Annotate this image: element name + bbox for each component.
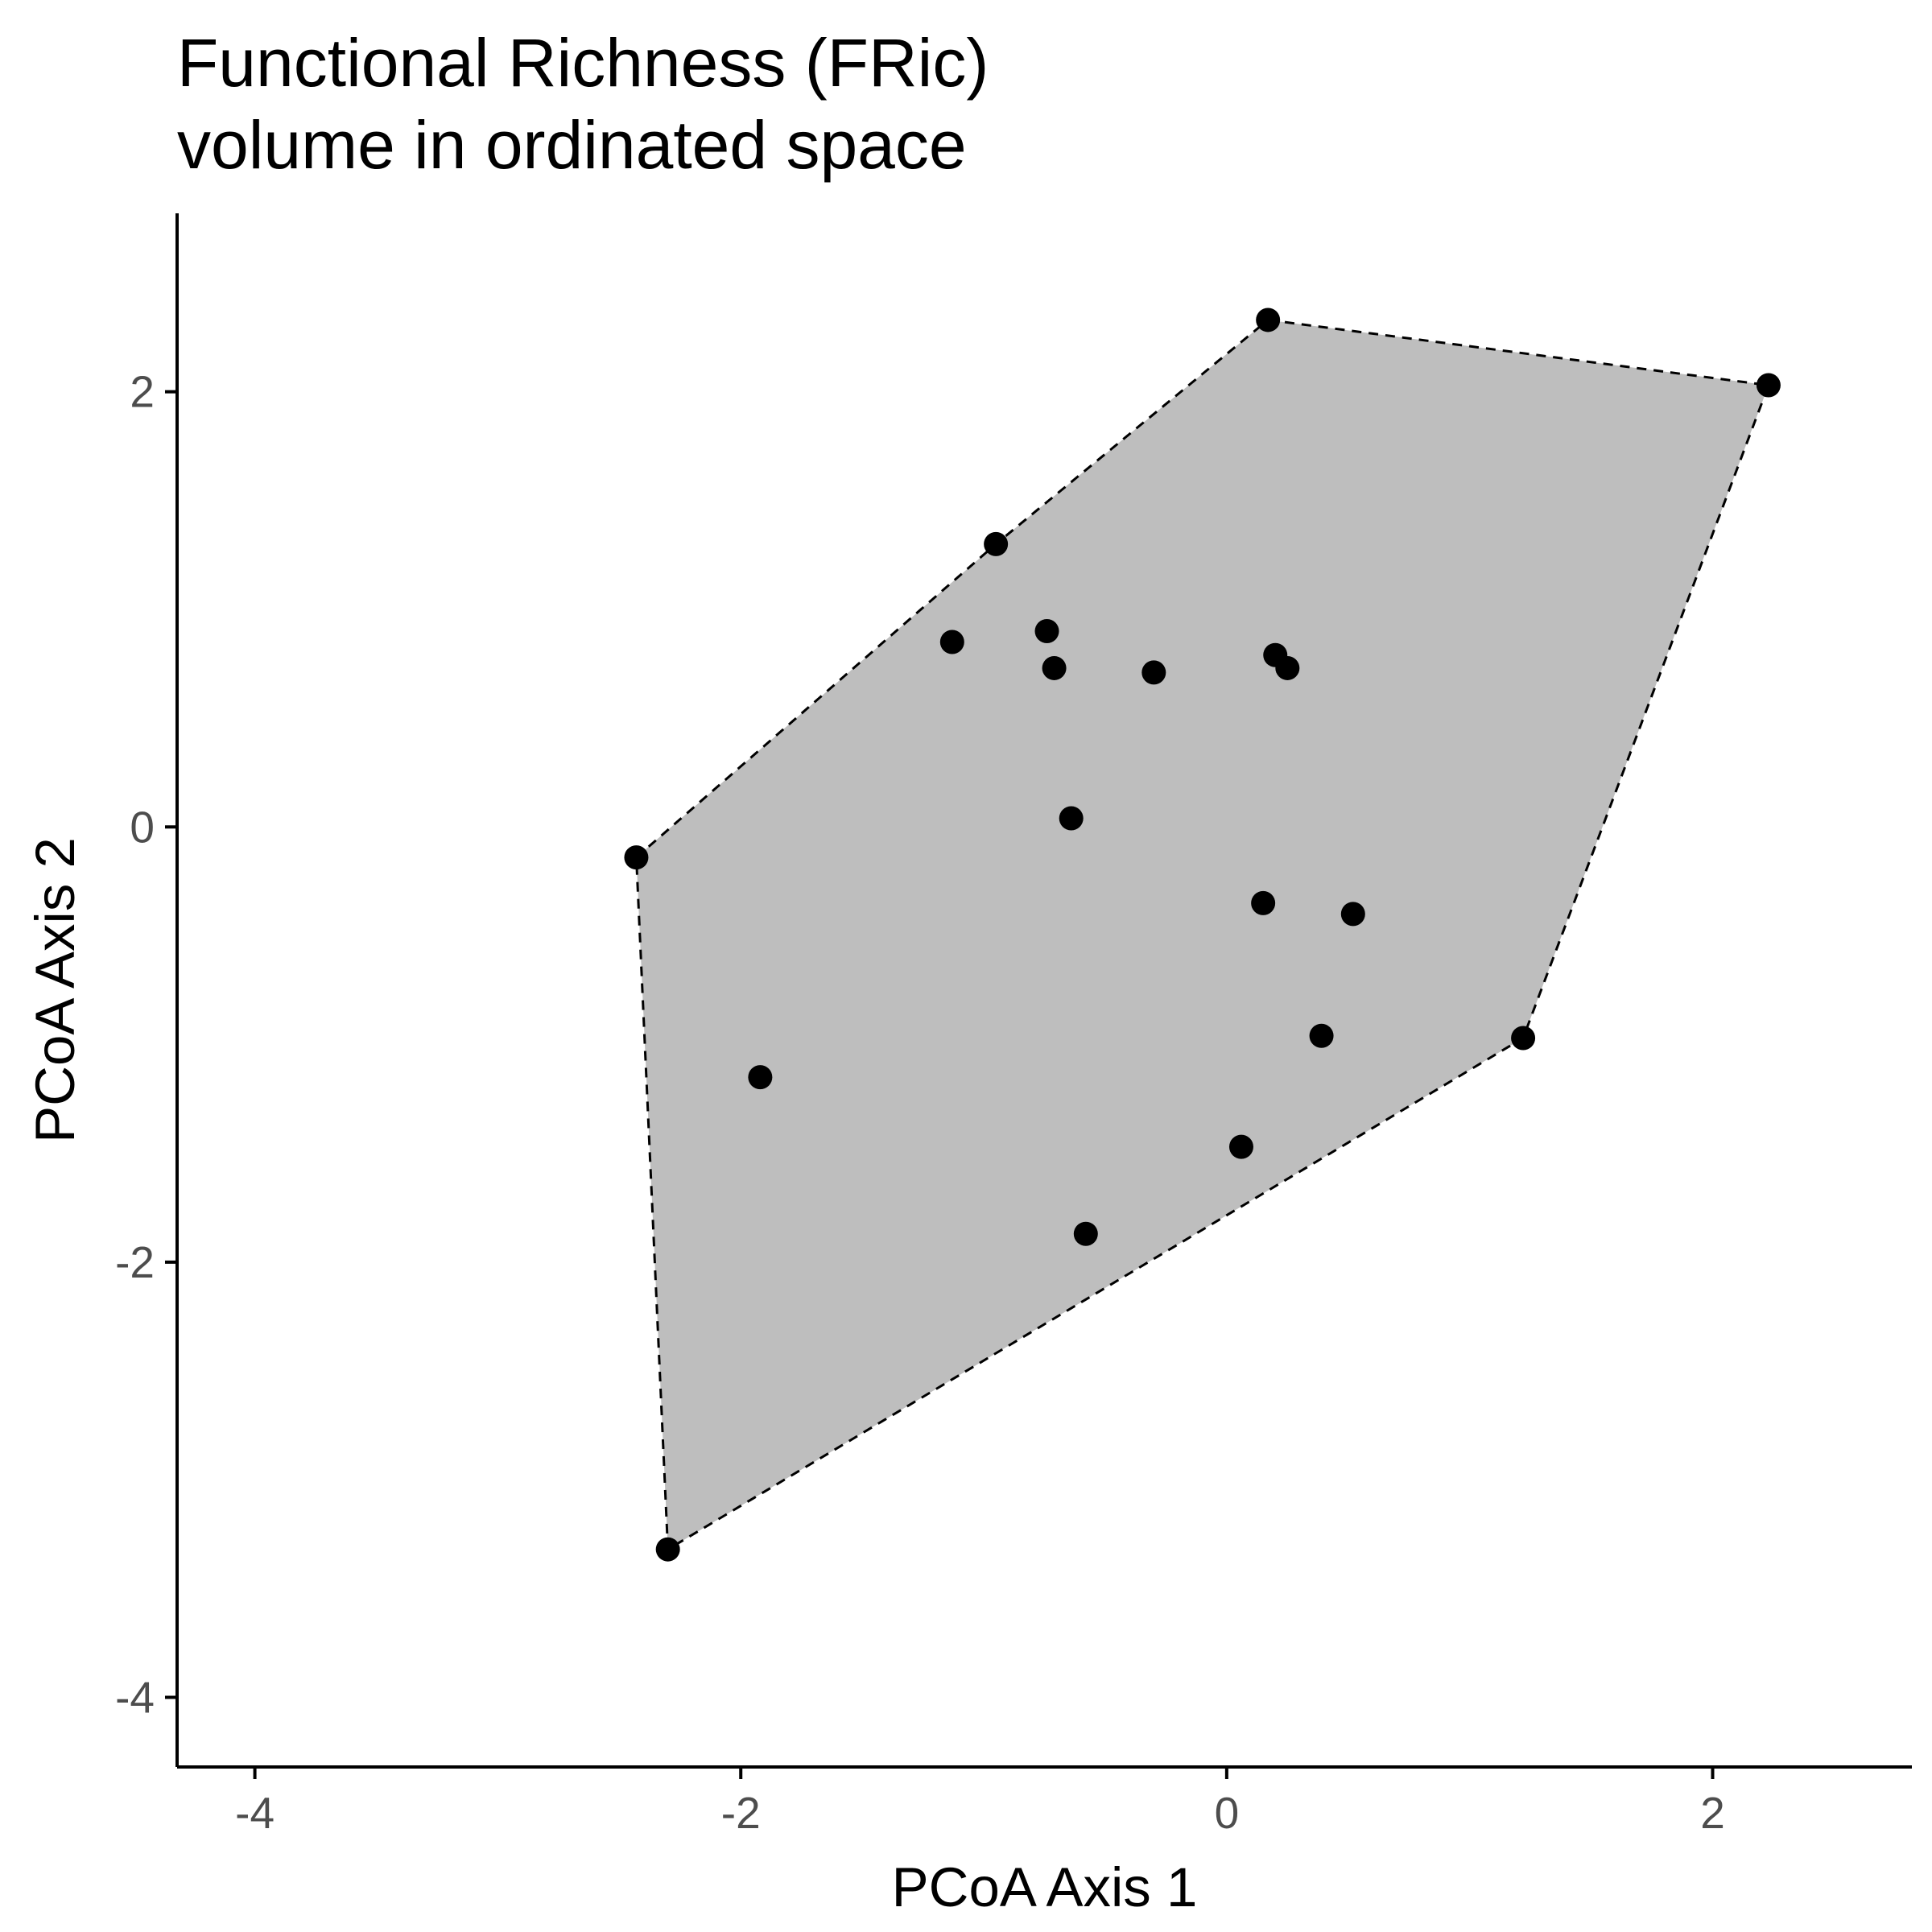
y-tick-label: -2 (115, 1237, 155, 1287)
data-point-16 (748, 1065, 773, 1090)
x-tick-label: 0 (1215, 1788, 1240, 1838)
data-point-1 (1256, 308, 1281, 332)
y-tick-label: -4 (115, 1673, 155, 1723)
data-point-12 (1251, 890, 1276, 915)
y-tick-label: 2 (130, 367, 155, 417)
data-point-3 (984, 531, 1009, 556)
data-point-7 (1141, 660, 1166, 685)
y-axis-ticks: -4 -2 0 2 (115, 367, 177, 1723)
y-axis-title: PCoA Axis 2 (24, 837, 86, 1143)
y-tick-label: 0 (130, 802, 155, 852)
data-point-5 (1034, 618, 1059, 643)
data-point-10 (1059, 806, 1084, 831)
data-point-19 (655, 1537, 680, 1562)
convex-hull (634, 318, 1770, 1552)
data-point-4 (939, 630, 964, 654)
data-point-11 (624, 845, 649, 870)
data-point-13 (1340, 902, 1365, 927)
x-tick-label: -2 (721, 1788, 761, 1838)
data-point-9 (1275, 655, 1300, 680)
x-tick-label: 2 (1700, 1788, 1725, 1838)
points-layer (624, 308, 1781, 1562)
data-point-6 (1042, 655, 1067, 680)
data-point-15 (1511, 1026, 1536, 1051)
data-point-17 (1228, 1134, 1253, 1159)
data-point-2 (1756, 373, 1781, 398)
x-axis-title: PCoA Axis 1 (892, 1856, 1198, 1918)
chart-subtitle: volume in ordinated space (177, 107, 967, 183)
x-axis-ticks: -4 -2 0 2 (235, 1767, 1725, 1838)
chart-title: Functional Richness (FRic) (177, 25, 989, 101)
data-point-14 (1309, 1023, 1334, 1048)
x-tick-label: -4 (235, 1788, 275, 1838)
data-point-18 (1073, 1221, 1098, 1246)
